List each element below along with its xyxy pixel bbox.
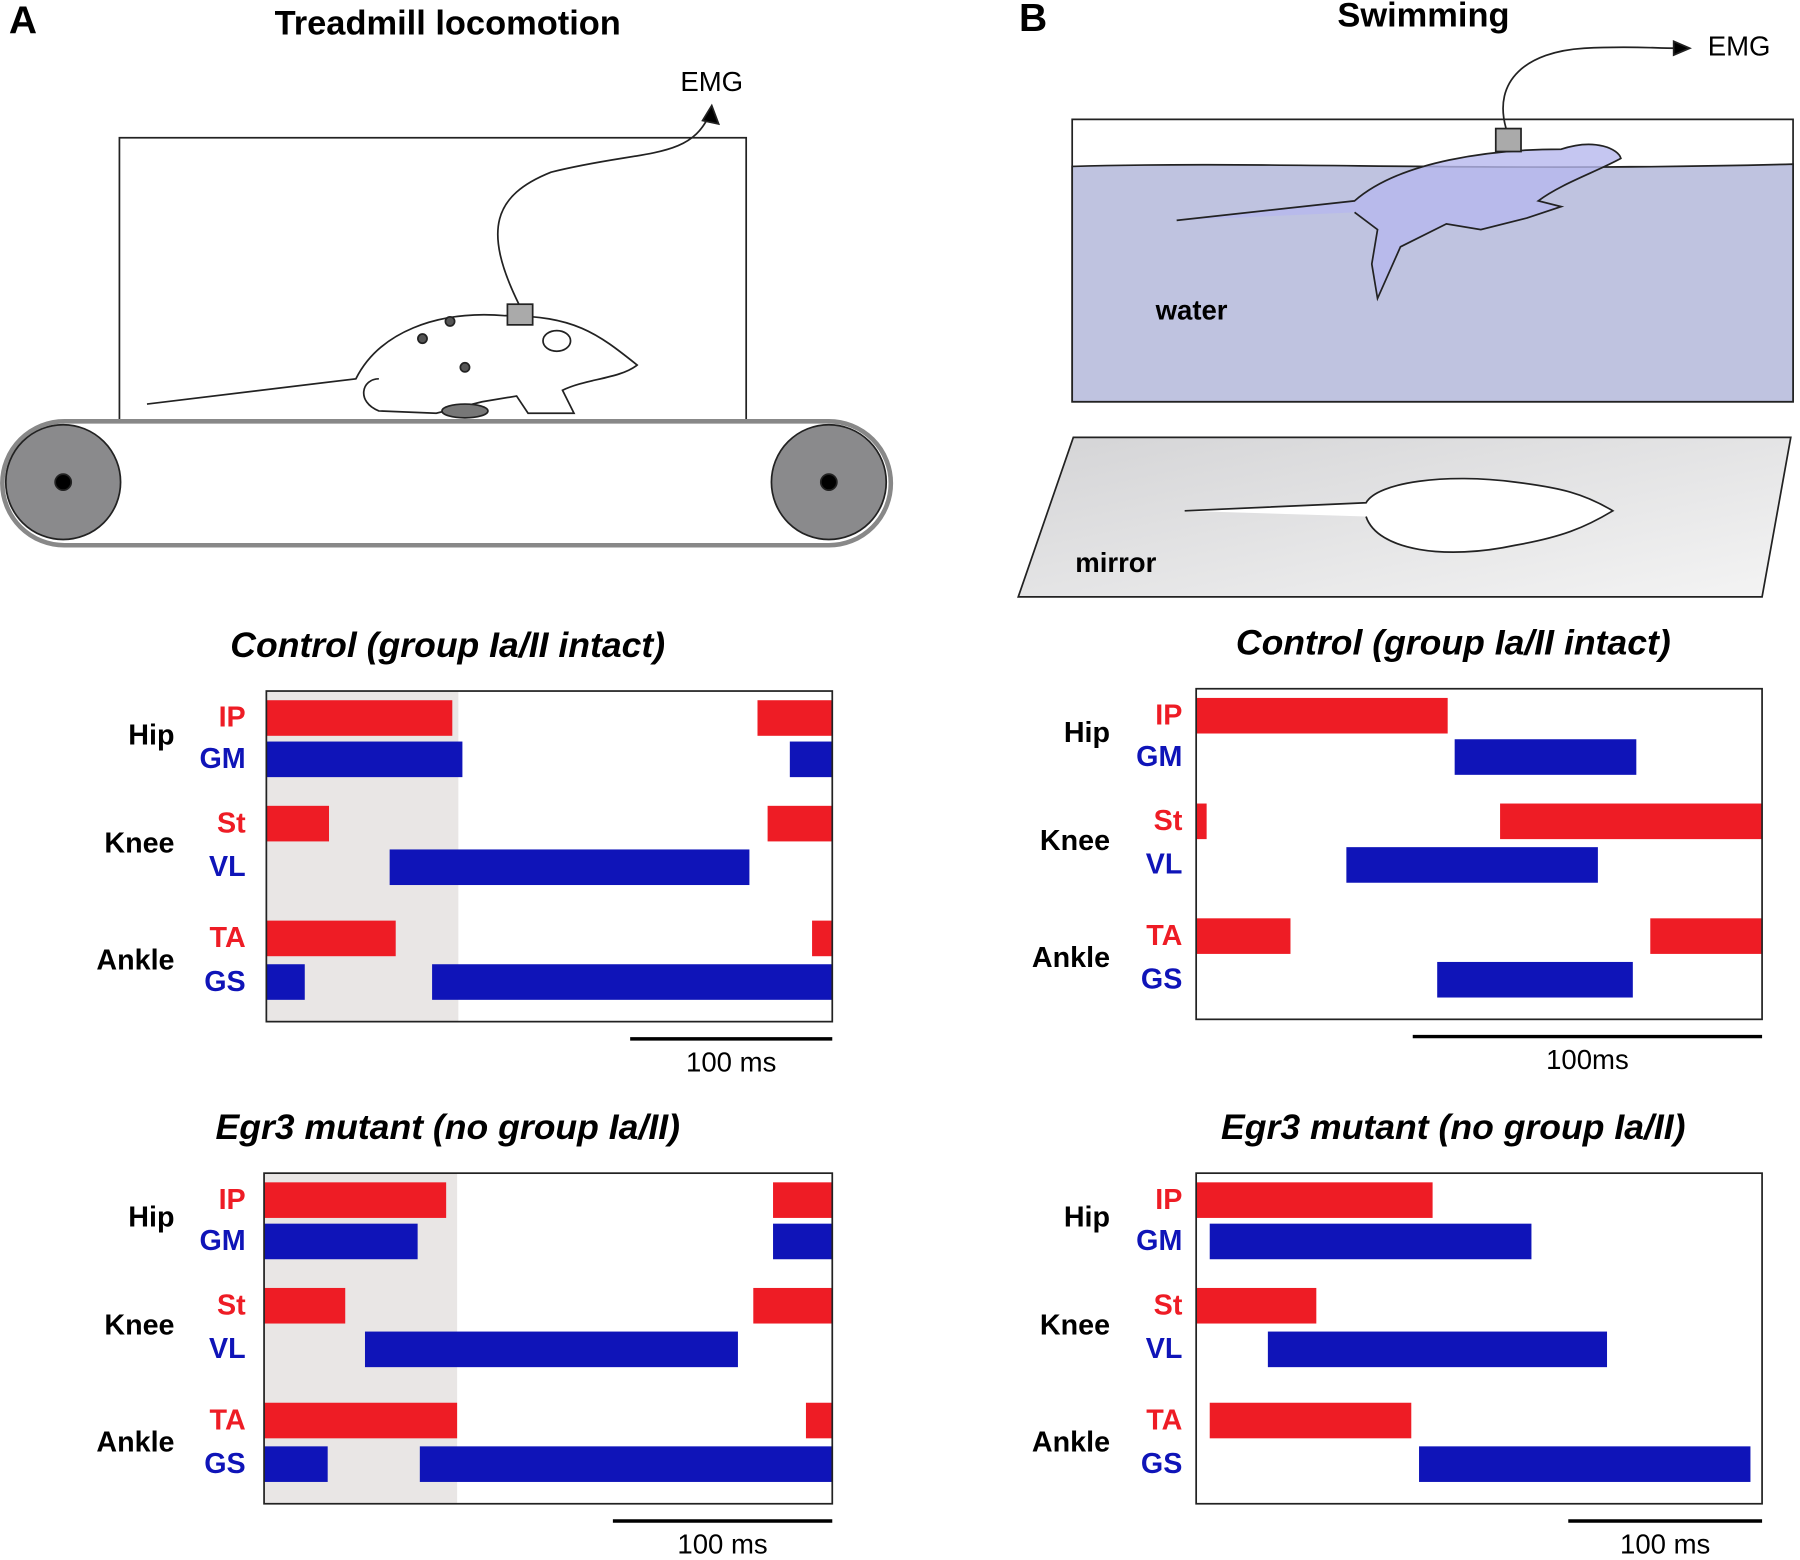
emg-burst xyxy=(1209,1223,1532,1260)
scale-bar-label: 100 ms xyxy=(686,1046,776,1077)
emg-burst xyxy=(264,1287,346,1324)
emg-burst xyxy=(1650,918,1763,954)
emg-burst xyxy=(266,741,463,778)
chart-title: Egr3 mutant (no group Ia/II) xyxy=(1221,1107,1685,1147)
emg-burst xyxy=(1500,803,1763,840)
muscle-label: IP xyxy=(1155,699,1182,731)
treadmill-illustration xyxy=(0,103,894,548)
joint-label: Ankle xyxy=(96,1427,174,1459)
water-label: water xyxy=(1155,295,1228,326)
emg-burst xyxy=(266,964,305,1000)
emg-burst xyxy=(1419,1446,1751,1482)
joint-label: Ankle xyxy=(1032,1427,1110,1459)
emg-burst xyxy=(432,964,833,1000)
muscle-label: TA xyxy=(1146,920,1182,952)
panel-letter: B xyxy=(1019,0,1047,40)
plot-frame xyxy=(265,690,834,1023)
joint-label: Hip xyxy=(128,1202,174,1234)
joint-label: Hip xyxy=(1064,1202,1110,1234)
muscle-label: GS xyxy=(204,1448,245,1480)
muscle-label: TA xyxy=(210,922,246,954)
emg-burst xyxy=(1196,803,1207,840)
muscle-label: TA xyxy=(210,1404,246,1436)
muscle-label: GS xyxy=(1141,1448,1182,1480)
swimming-illustration xyxy=(1017,40,1794,598)
emg-burst xyxy=(773,1182,833,1218)
emg-label: EMG xyxy=(1708,30,1771,61)
emg-burst xyxy=(773,1223,833,1260)
muscle-label: GM xyxy=(199,743,245,775)
emg-burst xyxy=(264,1182,447,1218)
muscle-label: GM xyxy=(1136,1225,1182,1257)
scale-bar-label: 100 ms xyxy=(1620,1529,1710,1560)
emg-burst xyxy=(266,805,330,842)
muscle-label: St xyxy=(217,1289,246,1321)
emg-burst xyxy=(264,1223,418,1260)
emg-burst xyxy=(1196,697,1448,734)
emg-burst xyxy=(389,849,750,886)
emg-burst xyxy=(753,1287,833,1324)
emg-burst xyxy=(757,700,833,736)
emg-burst xyxy=(767,805,833,842)
joint-label: Ankle xyxy=(96,945,174,977)
emg-burst xyxy=(1454,739,1637,775)
muscle-label: St xyxy=(1154,805,1183,837)
muscle-label: St xyxy=(217,807,246,839)
plot-frame xyxy=(1195,687,1763,1021)
joint-label: Knee xyxy=(104,827,174,859)
plot-frame xyxy=(263,1172,834,1505)
muscle-label: IP xyxy=(219,702,246,734)
panel-title: Treadmill locomotion xyxy=(275,4,621,42)
emg-burst xyxy=(266,700,453,736)
muscle-label: TA xyxy=(1146,1404,1182,1436)
muscle-label: GM xyxy=(1136,741,1182,773)
emg-burst xyxy=(1196,1182,1433,1218)
emg-burst xyxy=(264,1402,458,1439)
joint-label: Hip xyxy=(128,720,174,752)
emg-burst xyxy=(805,1402,833,1439)
mirror-label: mirror xyxy=(1075,547,1156,578)
muscle-label: IP xyxy=(1155,1184,1182,1216)
panel-title: Swimming xyxy=(1337,0,1509,34)
emg-burst xyxy=(1346,847,1598,883)
emg-burst xyxy=(264,1446,328,1482)
joint-label: Knee xyxy=(104,1310,174,1342)
emg-burst xyxy=(1267,1331,1608,1368)
emg-burst xyxy=(1209,1402,1412,1439)
chart-title: Control (group Ia/II intact) xyxy=(1236,623,1671,663)
joint-label: Hip xyxy=(1064,717,1110,749)
muscle-label: VL xyxy=(1146,849,1183,881)
joint-label: Knee xyxy=(1040,1310,1110,1342)
emg-label: EMG xyxy=(680,66,743,97)
emg-burst xyxy=(419,1446,833,1482)
panel-letter: A xyxy=(9,0,37,42)
muscle-label: GS xyxy=(1141,963,1182,995)
emg-burst xyxy=(266,920,396,957)
scale-bar-label: 100ms xyxy=(1546,1044,1629,1075)
emg-burst xyxy=(812,920,833,957)
muscle-label: IP xyxy=(219,1184,246,1216)
muscle-label: VL xyxy=(209,1333,246,1365)
muscle-label: GS xyxy=(204,966,245,998)
scale-bar-label: 100 ms xyxy=(677,1529,767,1560)
joint-label: Ankle xyxy=(1032,942,1110,974)
muscle-label: GM xyxy=(199,1225,245,1257)
emg-burst xyxy=(1196,918,1291,954)
emg-burst xyxy=(1437,961,1633,998)
plot-frame xyxy=(1195,1172,1763,1505)
joint-label: Knee xyxy=(1040,825,1110,857)
muscle-label: VL xyxy=(1146,1333,1183,1365)
emg-burst xyxy=(789,741,833,778)
muscle-label: St xyxy=(1154,1289,1183,1321)
chart-title: Egr3 mutant (no group Ia/II) xyxy=(215,1107,679,1147)
chart-title: Control (group Ia/II intact) xyxy=(230,625,665,665)
muscle-label: VL xyxy=(209,851,246,883)
emg-burst xyxy=(364,1331,738,1368)
emg-burst xyxy=(1196,1287,1317,1324)
